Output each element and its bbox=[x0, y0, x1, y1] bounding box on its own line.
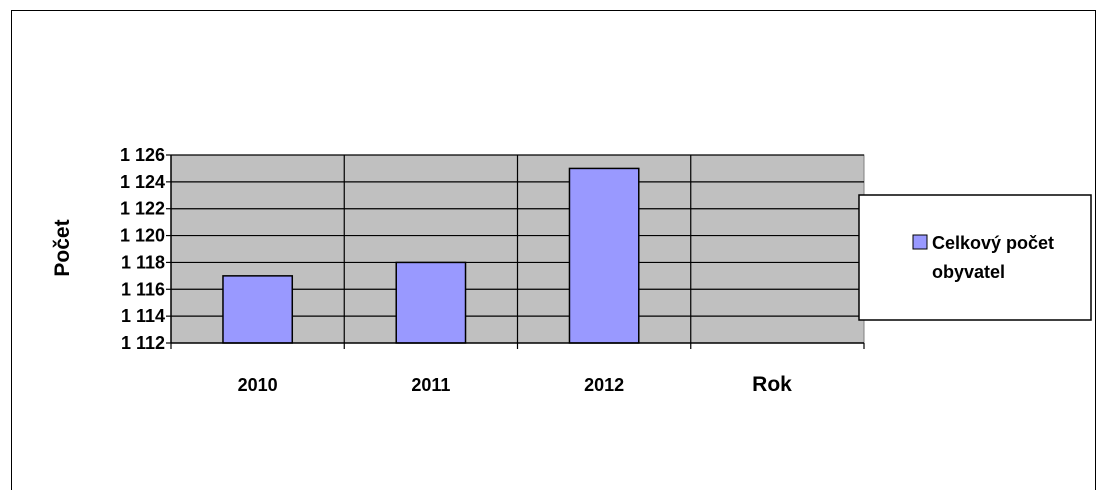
y-tick-label: 1 122 bbox=[120, 199, 165, 219]
bar bbox=[568, 167, 640, 344]
legend: Celkový počet obyvatel bbox=[858, 194, 1092, 321]
legend-box bbox=[858, 194, 1092, 321]
legend-label-line-2: obyvatel bbox=[932, 262, 1005, 282]
y-tick-label: 1 120 bbox=[120, 226, 165, 246]
tick-labels: 1 112 1 114 1 116 1 118 1 120 1 122 1 124 1 126… bbox=[120, 145, 624, 395]
x-tick-label: 2012 bbox=[584, 375, 624, 395]
bar bbox=[222, 275, 294, 344]
bar bbox=[395, 261, 467, 344]
chart-frame bbox=[11, 10, 1096, 490]
y-tick-label: 1 116 bbox=[121, 279, 165, 299]
legend-swatch bbox=[912, 234, 928, 250]
y-axis-title: Počet bbox=[51, 219, 74, 276]
y-tick-label: 1 124 bbox=[120, 172, 165, 192]
y-tick-label: 1 114 bbox=[121, 306, 165, 326]
bars bbox=[222, 167, 640, 344]
y-tick-label: 1 126 bbox=[120, 145, 165, 165]
axes bbox=[166, 154, 865, 349]
x-axis-title: Rok bbox=[752, 373, 792, 396]
y-tick-label: 1 112 bbox=[121, 333, 165, 353]
y-tick-label: 1 118 bbox=[121, 252, 165, 272]
x-tick-label: 2010 bbox=[238, 375, 278, 395]
legend-label-line-1: Celkový počet bbox=[932, 233, 1054, 253]
x-tick-label: 2011 bbox=[411, 375, 450, 395]
